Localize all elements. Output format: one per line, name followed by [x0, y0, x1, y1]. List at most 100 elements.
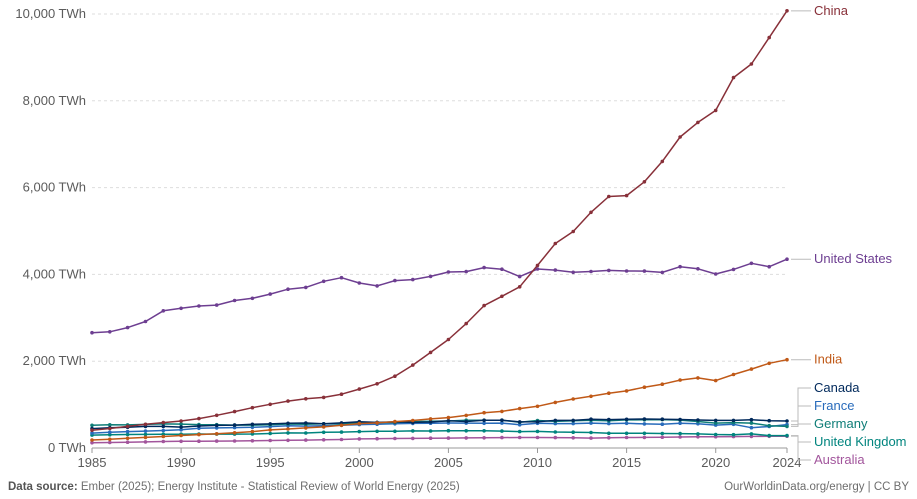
legend-leader-canada	[791, 387, 811, 422]
point-australia-1993	[232, 439, 237, 443]
point-india-1991	[197, 432, 201, 437]
series-china	[90, 9, 789, 433]
x-tick-label-2020: 2020	[701, 455, 730, 470]
legend-label-india: India	[814, 352, 843, 367]
point-united-states-2017	[660, 270, 665, 275]
point-australia-2022	[749, 434, 754, 439]
point-germany-1985	[90, 423, 94, 428]
point-united-states-1998	[321, 279, 326, 284]
point-china-1993	[232, 409, 237, 414]
x-tick-label-1985: 1985	[78, 455, 107, 470]
y-tick-label-2000: 2,000 TWh	[23, 353, 86, 368]
point-australia-1995	[268, 438, 273, 443]
point-united-states-2019	[696, 267, 700, 271]
point-china-1990	[179, 419, 183, 423]
legend-label-germany: Germany	[814, 416, 868, 431]
point-united-kingdom-2016	[642, 431, 647, 436]
point-china-2002	[393, 374, 397, 379]
legend-leader-france	[791, 405, 811, 426]
point-united-kingdom-2004	[428, 429, 433, 433]
point-china-1991	[197, 416, 201, 421]
line-france	[91, 422, 788, 434]
point-australia-1988	[143, 440, 148, 444]
point-canada-1990	[179, 425, 183, 429]
point-canada-2022	[749, 417, 754, 422]
point-australia-2007	[482, 436, 486, 440]
credit-link[interactable]: OurWorldinData.org/energy | CC BY	[724, 481, 909, 493]
point-united-states-2008	[500, 267, 504, 272]
y-tick-label-10000: 10,000 TWh	[15, 6, 86, 21]
data-source-note: Data source: Ember (2025); Energy Instit…	[8, 481, 460, 493]
point-india-2019	[696, 376, 700, 380]
point-australia-2004	[428, 436, 433, 441]
point-united-kingdom-2002	[393, 429, 397, 434]
point-india-1993	[232, 431, 237, 435]
legend-leader-germany	[791, 423, 811, 427]
point-united-states-1997	[304, 285, 308, 290]
point-canada-1989	[161, 424, 166, 429]
point-germany-2024	[785, 424, 789, 429]
point-united-states-2004	[428, 274, 433, 279]
point-india-2006	[464, 413, 469, 418]
legend-label-australia: Australia	[814, 452, 865, 467]
point-united-kingdom-2023	[767, 433, 771, 438]
point-united-kingdom-2021	[731, 432, 736, 437]
line-australia	[91, 435, 788, 444]
point-india-2005	[446, 415, 451, 420]
point-united-states-2022	[749, 261, 754, 266]
point-united-kingdom-2019	[696, 432, 700, 436]
point-australia-1991	[197, 439, 201, 444]
point-united-kingdom-2013	[589, 430, 593, 435]
point-united-states-1992	[214, 303, 219, 307]
point-australia-1990	[179, 439, 183, 444]
point-canada-2024	[785, 419, 789, 423]
point-australia-1985	[90, 440, 94, 445]
x-tick-label-2005: 2005	[434, 455, 463, 470]
point-australia-1989	[161, 439, 166, 444]
point-france-2014	[607, 421, 611, 426]
point-china-1986	[108, 426, 112, 431]
point-india-1994	[250, 429, 255, 434]
point-united-kingdom-2008	[500, 429, 504, 433]
point-china-2020	[713, 108, 718, 113]
point-india-2018	[678, 378, 682, 382]
point-australia-2001	[375, 436, 379, 441]
y-tick-label-6000: 6,000 TWh	[23, 180, 86, 195]
point-united-states-1987	[125, 325, 130, 330]
point-china-2001	[375, 382, 379, 386]
point-china-1997	[304, 397, 308, 401]
point-france-2009	[517, 423, 522, 427]
point-china-2015	[624, 193, 629, 198]
point-australia-2017	[660, 435, 665, 440]
legend-entry-canada: Canada	[791, 380, 860, 422]
line-china	[91, 10, 788, 431]
point-india-2014	[607, 391, 611, 396]
series-united-kingdom	[90, 428, 789, 438]
point-france-2017	[660, 422, 665, 427]
point-france-2013	[589, 421, 593, 425]
x-tick-label-2000: 2000	[345, 455, 374, 470]
point-france-2022	[749, 425, 754, 430]
point-india-2020	[713, 378, 718, 383]
point-united-states-1996	[286, 287, 290, 292]
point-canada-2019	[696, 418, 700, 422]
point-canada-1994	[250, 422, 255, 427]
point-canada-2009	[517, 420, 522, 424]
point-united-states-2014	[607, 268, 611, 273]
point-united-states-1994	[250, 296, 255, 301]
point-china-1992	[214, 413, 219, 418]
point-united-states-2006	[464, 269, 469, 274]
point-india-1997	[304, 426, 308, 430]
point-france-2016	[642, 422, 647, 426]
point-canada-1996	[286, 421, 290, 426]
point-australia-1994	[250, 439, 255, 443]
x-tick-label-1995: 1995	[256, 455, 285, 470]
legend: China United States India Canada France Germa…	[791, 3, 907, 467]
point-canada-1998	[321, 422, 326, 426]
point-united-kingdom-2000	[357, 429, 362, 434]
point-india-2022	[749, 367, 754, 371]
point-united-states-1985	[90, 330, 94, 335]
point-canada-1991	[197, 424, 201, 428]
point-canada-2013	[589, 417, 593, 422]
legend-entry-united-states: United States	[791, 251, 893, 266]
